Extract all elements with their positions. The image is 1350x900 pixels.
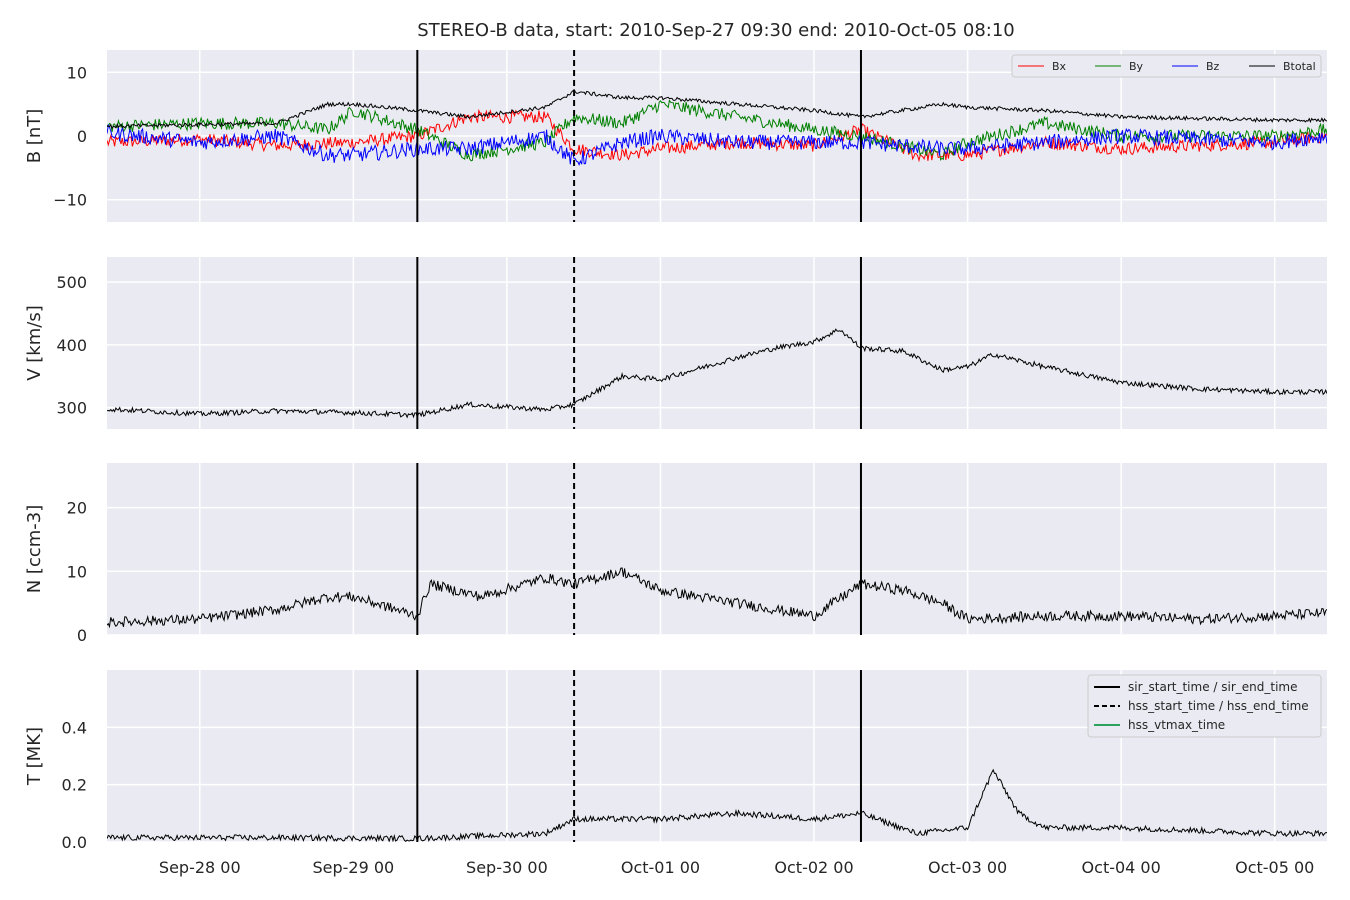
panel-T-ytick-label: 0.2 [62, 776, 87, 795]
panel-T-ylabel: T [MK] [24, 727, 45, 786]
panel-V-series-group [107, 328, 1327, 419]
panel-T-ytick-label: 0.0 [62, 833, 87, 852]
legend-b-label: By [1129, 60, 1144, 73]
x-tick-label: Oct-02 00 [774, 858, 853, 877]
panel-B-ytick-label: 10 [67, 63, 87, 82]
panel-N-series-group [107, 567, 1327, 629]
series-bz-line [107, 123, 1327, 166]
series-btotal-line [107, 88, 1327, 130]
series-bx-line [107, 108, 1327, 163]
x-tick-label: Oct-04 00 [1082, 858, 1161, 877]
legend-t-frame [1087, 674, 1322, 738]
x-tick-label: Sep-29 00 [312, 858, 394, 877]
panels: −10 0 10 B [nT] 300 400 500 V [km/s] 0 10 20 N [ccm… [24, 50, 1327, 877]
panel-N: 0 10 20 N [ccm-3] [24, 463, 1327, 645]
legend-b-label: Btotal [1283, 60, 1316, 73]
panel-T-ytick-label: 0.4 [62, 718, 87, 737]
legend-b-label: Bx [1052, 60, 1067, 73]
panel-N-ytick-label: 0 [77, 626, 87, 645]
panel-V-ytick-label: 300 [56, 399, 87, 418]
panel-B-ytick-label: 0 [77, 127, 87, 146]
series-n-line [107, 567, 1327, 629]
series-t-line [107, 768, 1327, 842]
panel-V: 300 400 500 V [km/s] [24, 257, 1327, 429]
x-tick-label: Sep-28 00 [159, 858, 241, 877]
legend-b-frame [1011, 54, 1322, 78]
x-tick-label: Sep-30 00 [466, 858, 548, 877]
panel-B-series-group [107, 88, 1327, 166]
x-tick-label: Oct-01 00 [621, 858, 700, 877]
panel-V-background [107, 257, 1327, 429]
legend-b: Bx By Bz Btotal [1011, 54, 1322, 78]
panel-B-ytick-label: −10 [53, 191, 87, 210]
panel-B: −10 0 10 B [nT] [24, 50, 1327, 222]
legend-t: sir_start_time / sir_end_time hss_start_t… [1087, 674, 1322, 738]
legend-t-label: sir_start_time / sir_end_time [1128, 680, 1298, 694]
panel-N-ylabel: N [ccm-3] [24, 505, 45, 594]
panel-V-ytick-label: 500 [56, 273, 87, 292]
panel-V-ytick-label: 400 [56, 336, 87, 355]
series-v-line [107, 328, 1327, 419]
panel-V-ylabel: V [km/s] [24, 305, 45, 380]
panel-T-series-group [107, 768, 1327, 842]
x-tick-label: Oct-03 00 [928, 858, 1007, 877]
panel-N-ytick-label: 20 [67, 499, 87, 518]
legend-t-label: hss_vtmax_time [1128, 718, 1225, 732]
panel-N-background [107, 463, 1327, 635]
panel-N-ytick-label: 10 [67, 562, 87, 581]
x-tick-label: Oct-05 00 [1235, 858, 1314, 877]
panel-B-ylabel: B [nT] [24, 109, 45, 164]
legend-b-label: Bz [1206, 60, 1220, 73]
x-axis: Sep-28 00 Sep-29 00 Sep-30 00 Oct-01 00 Oct-… [159, 858, 1314, 877]
figure-title: STEREO-B data, start: 2010-Sep-27 09:30 … [417, 20, 1015, 41]
legend-t-label: hss_start_time / hss_end_time [1128, 699, 1309, 713]
